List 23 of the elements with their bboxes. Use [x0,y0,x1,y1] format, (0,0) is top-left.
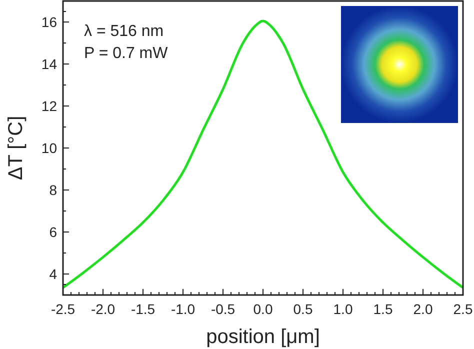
x-axis-title: position [μm] [206,326,320,348]
x-tick-label: -1.0 [170,301,196,317]
line-series [62,20,464,289]
y-tick-label: 12 [41,98,58,114]
y-tick-label: 14 [41,56,58,72]
x-tick-label: -2.0 [90,301,116,317]
x-tick-label: 1.0 [333,301,353,317]
annotation: P = 0.7 mW [84,45,169,62]
annotation: λ = 516 nm [84,23,164,40]
x-tick-label: 2.5 [453,301,473,317]
y-tick-label: 10 [41,140,58,156]
x-tick-label: 2.0 [413,301,433,317]
y-axis-title: ΔT [°C] [5,116,27,180]
x-tick-label: -1.5 [130,301,156,317]
y-tick-label: 6 [49,224,58,240]
x-tick-label: 1.5 [373,301,393,317]
y-tick-label: 16 [41,14,58,30]
x-tick-label: -0.5 [210,301,236,317]
x-tick-label: 0.5 [293,301,313,317]
x-tick-label: 0.0 [253,301,273,317]
y-tick-label: 4 [49,266,58,282]
x-tick-label: -2.5 [50,301,76,317]
y-tick-label: 8 [49,182,58,198]
